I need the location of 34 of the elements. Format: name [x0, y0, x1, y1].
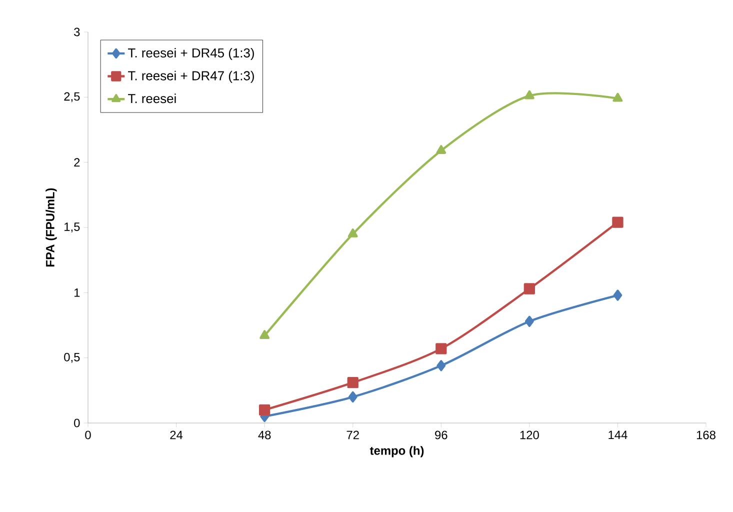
x-tick-label: 168: [696, 430, 716, 440]
y-tick-label: 3: [74, 28, 80, 36]
point: [260, 330, 270, 340]
y-tick-label: 2,5: [64, 92, 80, 102]
point: [612, 92, 623, 102]
y-tick-label: 2: [74, 158, 80, 167]
legend-label: T. reesei + DR47 (1:3): [128, 70, 254, 83]
x-tick-label: 24: [170, 430, 183, 440]
x-tick-label: 96: [435, 430, 448, 440]
point: [436, 145, 446, 154]
x-tick-label: 120: [520, 430, 539, 440]
x-tick-label: 144: [608, 430, 628, 439]
x-tick-label: 0: [85, 430, 91, 440]
point: [348, 228, 358, 238]
point: [436, 343, 447, 354]
point: [347, 377, 358, 388]
y-tick-label: 1: [74, 288, 80, 297]
legend-label: T. reesei + DR45 (1:3): [128, 48, 254, 60]
x-axis-title: tempo (h): [370, 446, 424, 458]
legend-label: T. reesei: [128, 94, 176, 104]
point: [348, 391, 358, 403]
point: [524, 316, 534, 327]
point: [613, 290, 622, 301]
y-tick-label: 0: [74, 418, 80, 428]
x-tick-label: 48: [258, 430, 271, 440]
y-axis-title: FPA (FPU/mL): [46, 188, 57, 266]
y-tick-label: 1,5: [64, 222, 80, 232]
point: [436, 360, 446, 372]
point: [524, 90, 534, 100]
point: [612, 216, 624, 228]
y-tick-label: 0,5: [64, 352, 80, 363]
x-tick-label: 72: [346, 430, 359, 440]
point: [258, 404, 270, 416]
point: [524, 283, 536, 294]
